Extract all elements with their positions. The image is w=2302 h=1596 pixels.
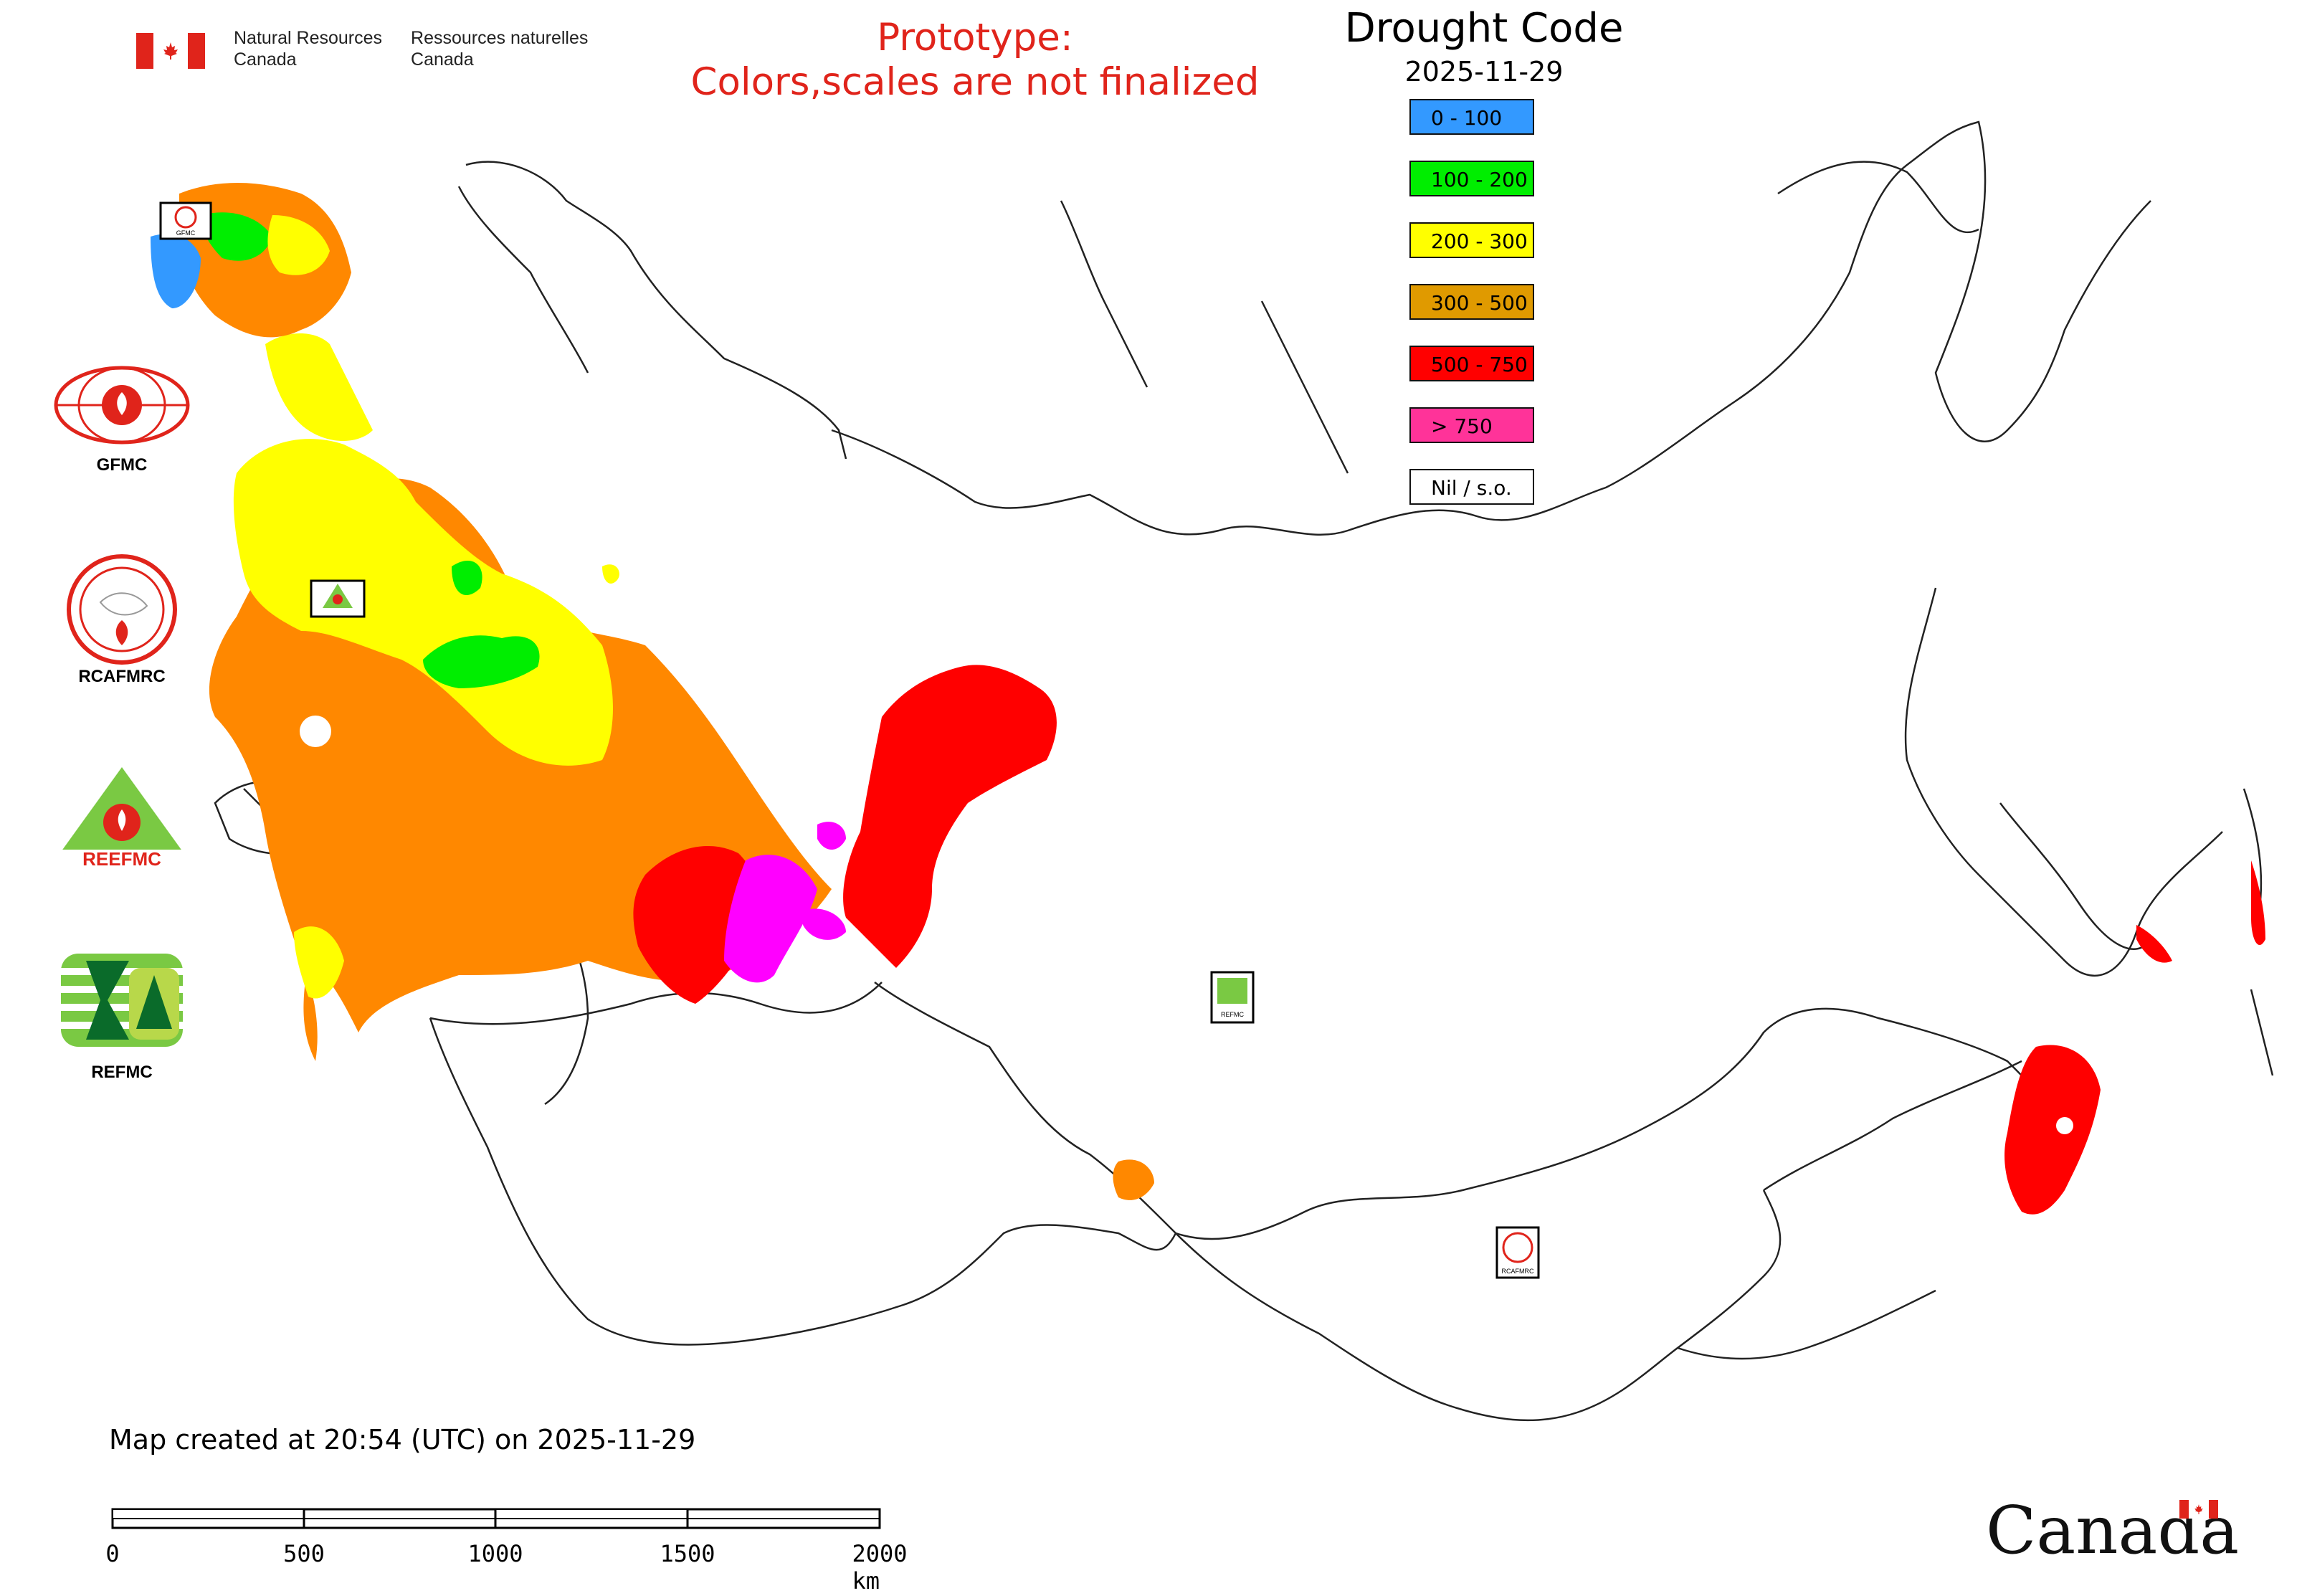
dc-region-500-750-kuril [2251,860,2265,946]
rcafmrc-label: RCAFMRC [78,667,166,686]
mini-refmc-label: REFMC [1221,1011,1244,1018]
mini-rcafmrc-label: RCAFMRC [1502,1268,1534,1275]
map-created-timestamp: Map created at 20:54 (UTC) on 2025-11-29 [109,1424,696,1455]
gfmc-label: GFMC [96,455,148,475]
legend-item-nil: Nil / s.o. [1409,469,1534,505]
dc-region-over-750-c [803,908,846,940]
canada-flag-icon [136,33,205,69]
dc-region-0-100-scandinavia [151,234,201,308]
legend-item-300-500: 300 - 500 [1409,284,1534,320]
map-marker-gfmc[interactable]: GFMC [159,201,212,240]
dc-region-100-200-b [452,560,482,595]
dc-region-100-200-a [423,635,540,688]
gfmc-logo: GFMC [36,362,208,484]
scale-label-0: 0 [105,1540,120,1567]
wordmark-flag-icon [2179,1500,2218,1519]
map-marker-refmc[interactable]: REFMC [1210,971,1255,1024]
org-name-fr: Ressources naturelles Canada [411,28,589,70]
scale-label-2000: 2000 km [852,1540,908,1595]
dc-region-over-750-south [724,855,817,983]
dc-region-500-750-kamchatka [2136,925,2172,963]
scale-bar: 0 500 1000 1500 2000 km [105,1502,908,1595]
dc-region-100-200-scandinavia [201,212,272,261]
legend-date: 2025-11-29 [1404,56,1564,87]
legend-title: Drought Code [1344,5,1624,52]
reefmc-wordmark: REEFMC [82,848,161,870]
dc-region-200-300-west [233,439,613,766]
dc-region-500-750-far-east [2004,1045,2101,1215]
dc-region-500-750-siberia [843,665,1057,968]
prototype-notice: Prototype: Colors,scales are not finaliz… [690,16,1260,104]
dc-region-300-500-dot [1113,1159,1154,1200]
drought-code-fills [151,183,2265,1215]
dc-region-200-300-south [294,926,344,999]
dc-region-200-300-dot [602,564,619,584]
rcafmrc-icon [1502,1232,1533,1263]
dc-region-200-300-north [265,333,373,441]
dc-region-over-750-dot [817,822,846,850]
refmc-label: REFMC [91,1063,153,1082]
scale-label-1000: 1000 [467,1540,523,1567]
legend-item-200-300: 200 - 300 [1409,222,1534,258]
legend-item-0-100: 0 - 100 [1409,99,1534,135]
mini-gfmc-label: GFMC [176,229,196,237]
refmc-logo: REFMC [36,946,208,1090]
dc-region-200-300-scandinavia [267,215,330,275]
gfmc-icon [174,206,197,229]
legend-item-100-200: 100 - 200 [1409,161,1534,196]
scale-label-1500: 1500 [660,1540,715,1567]
map-marker-rcafmrc[interactable]: RCAFMRC [1495,1226,1540,1279]
rcafmrc-logo: RCAFMRC [36,552,208,695]
legend-item-over-750: > 750 [1409,407,1534,443]
map-marker-reefmc[interactable] [310,579,366,618]
goc-signature: Natural Resources Canada Ressources natu… [136,27,588,70]
refmc-icon [1217,978,1247,1004]
nil-hole-b [2056,1117,2073,1134]
scale-label-500: 500 [283,1540,325,1567]
org-name-en: Natural Resources Canada [234,28,383,70]
nil-hole-a [300,716,331,747]
reefmc-logo: REEFMC [36,764,208,878]
legend-item-500-750: 500 - 750 [1409,346,1534,381]
